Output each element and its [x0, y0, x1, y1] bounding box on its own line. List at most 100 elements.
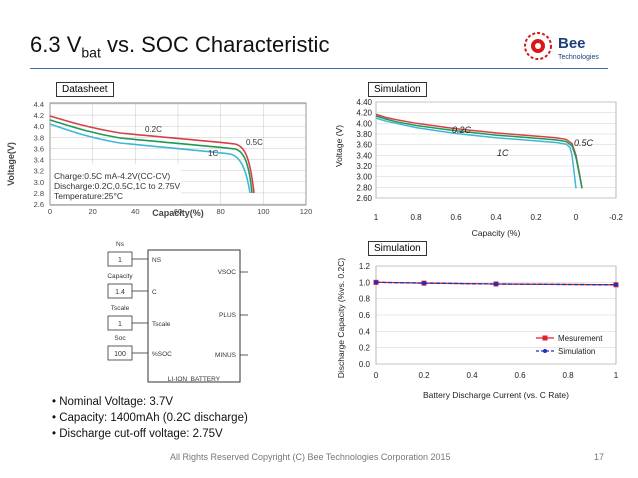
sim1-curve-label-1c: 1C: [497, 148, 509, 158]
datasheet-xtick: 120: [300, 207, 313, 216]
sim1-series-0.5C: [375, 115, 583, 189]
slide-title: 6.3 Vbat vs. SOC Characteristic: [30, 32, 330, 61]
datasheet-legend-line: Temperature:25°C: [54, 191, 123, 201]
simulation-label-1: Simulation: [368, 82, 427, 97]
title-rule: [30, 68, 608, 69]
sim2-xlabel: Battery Discharge Current (vs. C Rate): [423, 390, 569, 400]
sim2-ytick: 1.2: [359, 262, 371, 271]
datasheet-xtick: 60: [174, 207, 182, 216]
sim2-xtick: 1: [614, 371, 619, 380]
datasheet-ytick: 4.2: [34, 111, 44, 120]
sim1-ytick: 3.00: [356, 173, 372, 182]
sim2-series-Simulation: [375, 281, 617, 286]
sim1-curve-label-02c: 0.2C: [452, 125, 472, 135]
sim1-ylabel: Voltage (V): [334, 125, 344, 167]
pin-minus: MINUS: [215, 352, 237, 359]
simulation-capacity-chart: 1.2 1.0 0.8 0.6 0.4 0.2 0.0 0 0.2 0.4 0.6 0.8 1 Dis…: [336, 258, 619, 400]
sim2-legend: Mesurement Simulation: [536, 334, 603, 356]
pin-plus: PLUS: [219, 312, 237, 319]
datasheet-xtick: 20: [88, 207, 96, 216]
sim2-point-Simulation: [422, 281, 426, 286]
sim1-xlabel: Capacity (%): [472, 228, 521, 238]
schematic-pin-label: %SOC: [152, 351, 172, 358]
datasheet-ytick: 3.0: [34, 178, 44, 187]
page-number: 17: [594, 452, 605, 462]
datasheet-ytick: 2.6: [34, 200, 44, 209]
schematic-pin-label: NS: [152, 257, 162, 264]
sim1-ytick: 4.20: [356, 109, 372, 118]
pin-vsoc: VSOC: [218, 269, 237, 276]
sim2-xtick: 0.2: [418, 371, 430, 380]
sim1-curve-label-05c: 0.5C: [574, 138, 594, 148]
sim1-ytick: 4.00: [356, 119, 372, 128]
schematic-param-label: Capacity: [107, 273, 133, 280]
sim1-ytick: 4.40: [356, 98, 372, 107]
datasheet-curve-02c: [49, 115, 255, 194]
sim1-ytick: 2.60: [356, 194, 372, 203]
battery-block: [147, 249, 241, 383]
footer: All Rights Reserved Copyright (C) Bee Te…: [170, 452, 451, 462]
datasheet-xlabel: Capacity(%): [152, 208, 204, 218]
sim2-xtick: 0.6: [514, 371, 526, 380]
bee-logo: Bee Technologies: [524, 32, 599, 61]
bullet-list: • Nominal Voltage: 3.7V • Capacity: 1400…: [52, 394, 248, 442]
sim1-ytick: 3.80: [356, 130, 372, 139]
datasheet-curve-05c: [49, 119, 253, 194]
datasheet-ytick: 3.2: [34, 167, 44, 176]
logo-subtext: Technologies: [558, 54, 599, 61]
sim2-ytick: 0.4: [359, 327, 371, 336]
sim1-xtick: 1: [374, 213, 379, 222]
datasheet-ytick: 4.0: [34, 122, 44, 131]
schematic-param-label: Tscale: [111, 305, 130, 312]
sim1-xtick: 0: [574, 213, 579, 222]
sim2-point-Simulation: [374, 280, 378, 285]
datasheet-curve-label-05c: 0.5C: [246, 138, 263, 147]
datasheet-xtick: 80: [216, 207, 224, 216]
logo-text: Bee: [558, 35, 586, 52]
sim2-legend-entry: Mesurement: [558, 334, 603, 343]
datasheet-xtick: 40: [131, 207, 139, 216]
sim1-ytick: 2.80: [356, 183, 372, 192]
datasheet-curve-1c: [49, 123, 251, 194]
sim1-xtick: 0.6: [450, 213, 462, 222]
sim2-legend-entry: Simulation: [558, 347, 595, 356]
bullet-item: • Nominal Voltage: 3.7V: [52, 396, 174, 408]
sim2-point-Simulation: [494, 281, 498, 286]
datasheet-ytick: 3.6: [34, 144, 44, 153]
sim2-xtick: 0: [374, 371, 379, 380]
sim1-ytick: 3.20: [356, 162, 372, 171]
sim2-point-Simulation: [614, 282, 618, 287]
datasheet-xtick: 0: [48, 207, 52, 216]
sim2-ytick: 0.6: [359, 311, 371, 320]
schematic-param-label: Ns: [116, 241, 125, 248]
datasheet-xtick: 100: [257, 207, 270, 216]
datasheet-ylabel: Voltage(V): [6, 142, 16, 186]
sim2-xtick: 0.8: [562, 371, 574, 380]
datasheet-legend-line: Charge:0.5C mA-4.2V(CC-CV): [54, 171, 170, 181]
sim1-xtick: -0.2: [609, 213, 623, 222]
sim2-ylabel: Discharge Capacity (%vs. 0.2C): [336, 258, 346, 378]
logo-mark-icon: [524, 32, 552, 60]
schematic-param-value: 1.4: [115, 289, 125, 296]
simulation-voltage-chart: 4.40 4.204.00 3.80 3.603.40 3.20 3.002.80 2.60…: [334, 98, 623, 238]
datasheet-ytick: 3.4: [34, 156, 44, 165]
datasheet-curve-label-1c: 1C: [208, 149, 218, 158]
schematic-param-value: 100: [114, 351, 126, 358]
datasheet-label: Datasheet: [56, 82, 114, 97]
datasheet-legend-line: Discharge:0.2C,0.5C,1C to 2.75V: [54, 181, 180, 191]
sim1-series-1C: [375, 117, 577, 189]
schematic-param-value: 1: [118, 321, 122, 328]
bullet-item: • Discharge cut-off voltage: 2.75V: [52, 428, 223, 440]
sim1-xtick: 0.2: [530, 213, 542, 222]
schematic-pin-label: C: [152, 289, 157, 296]
sim2-ytick: 0.2: [359, 344, 371, 353]
datasheet-ytick: 2.8: [34, 189, 44, 198]
battery-schematic: Ns 1 NS Capacity 1.4 C Tscale 1 Tscale Soc 100 %SOC…: [107, 241, 248, 383]
datasheet-curve-label-02c: 0.2C: [145, 125, 162, 134]
sim2-ytick: 1.0: [359, 278, 371, 287]
sim1-ytick: 3.40: [356, 151, 372, 160]
schematic-param-label: Soc: [114, 335, 126, 342]
simulation-label-2: Simulation: [368, 241, 427, 256]
battery-block-name: LI-ION_BATTERY: [168, 376, 221, 383]
datasheet-chart: Voltage(V) 4.4 4.2 4.0 3.8 3.6 3.4 3.2 3.0 2.8 2.…: [6, 100, 313, 218]
